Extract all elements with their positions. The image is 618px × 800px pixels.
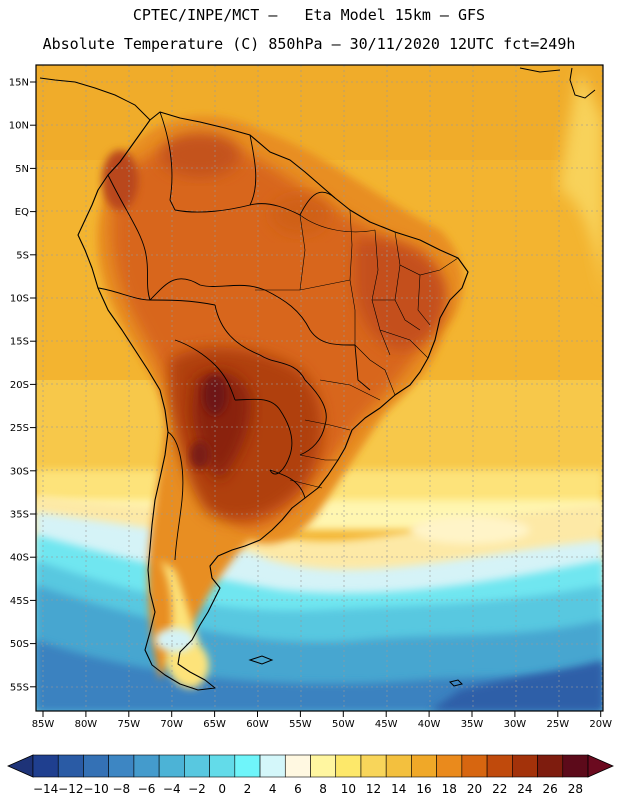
lon-label: 35W (461, 719, 484, 730)
colorbar-swatch (360, 754, 387, 778)
temperature-field (36, 65, 603, 711)
lon-label: 25W (546, 719, 569, 730)
lat-label: 10S (10, 294, 29, 305)
lat-label: 10N (9, 121, 29, 132)
lon-label: 60W (246, 719, 269, 730)
colorbar-swatch (411, 754, 437, 778)
colorbar-swatch (57, 754, 84, 778)
colorbar-label: −8 (112, 782, 130, 796)
colorbar: −14 −12 −10 −8 −6 −4 −2 0 2 4 6 8 10 12 14 16 18 20 22 24 26… (7, 754, 614, 796)
colorbar-swatch (385, 754, 412, 778)
longitude-axis: 85W 80W 75W 70W 65W 60W 55W 50W 45W 40W 35W 30W 25W 2… (32, 711, 612, 730)
colorbar-swatch (486, 754, 513, 778)
colorbar-label: 8 (319, 782, 327, 796)
colorbar-label: 26 (543, 782, 558, 796)
colorbar-swatch (209, 754, 236, 778)
colorbar-swatch (537, 754, 564, 778)
lat-label: 20S (10, 380, 29, 391)
colorbar-label: 24 (517, 782, 532, 796)
lat-label: 25S (10, 423, 29, 434)
lon-label: 30W (504, 719, 527, 730)
lat-label: 55S (10, 682, 29, 693)
colorbar-swatch (562, 754, 589, 778)
lat-label: 30S (10, 466, 29, 477)
colorbar-label: 28 (568, 782, 583, 796)
lat-label: 35S (10, 510, 29, 521)
colorbar-over-arrow (587, 754, 614, 778)
lat-label: 50S (10, 639, 29, 650)
colorbar-swatch (158, 754, 185, 778)
lat-label: 15S (10, 337, 29, 348)
colorbar-swatch (461, 754, 488, 778)
colorbar-label: −10 (83, 782, 108, 796)
colorbar-swatch (259, 754, 286, 778)
colorbar-swatch (310, 754, 337, 778)
colorbar-label: −12 (58, 782, 83, 796)
lat-label: 5N (15, 164, 29, 175)
lat-label: 5S (16, 250, 29, 261)
colorbar-label: 6 (294, 782, 302, 796)
lon-label: 55W (289, 719, 312, 730)
colorbar-swatch (234, 754, 261, 778)
colorbar-swatch (436, 754, 463, 778)
lon-label: 80W (75, 719, 98, 730)
colorbar-label: 16 (416, 782, 431, 796)
coastline (77, 111, 469, 691)
colorbar-swatch (284, 754, 311, 778)
lon-label: 75W (117, 719, 140, 730)
colorbar-swatch (83, 754, 109, 778)
colorbar-label: 10 (341, 782, 356, 796)
colorbar-label: −6 (138, 782, 156, 796)
lat-label: 40S (10, 553, 29, 564)
lat-label: 45S (10, 596, 29, 607)
colorbar-label: 0 (218, 782, 226, 796)
colorbar-label: 14 (391, 782, 406, 796)
lat-label: EQ (15, 207, 29, 218)
colorbar-label: −14 (33, 782, 58, 796)
colorbar-swatch (335, 754, 362, 778)
map-frame (35, 64, 604, 712)
colorbar-label: −2 (188, 782, 206, 796)
colorbar-label: 4 (269, 782, 277, 796)
colorbar-label: 20 (467, 782, 482, 796)
colorbar-swatch (108, 754, 135, 778)
colorbar-label: 18 (442, 782, 457, 796)
lon-label: 85W (32, 719, 55, 730)
colorbar-swatch (512, 754, 538, 778)
latitude-axis: 15N 10N 5N EQ 5S 10S 15S 20S 25S 30S 35S 40S 45S 50S 5… (9, 78, 36, 693)
lon-label: 70W (160, 719, 183, 730)
colorbar-label: 12 (366, 782, 381, 796)
lon-label: 50W (332, 719, 355, 730)
colorbar-swatch (32, 754, 59, 778)
lon-label: 45W (375, 719, 398, 730)
title-line-2: Absolute Temperature (C) 850hPa – 30/11/… (42, 35, 576, 53)
colorbar-under-arrow (7, 754, 34, 778)
title-line-1: CPTEC/INPE/MCT – Eta Model 15km – GFS (132, 6, 486, 24)
colorbar-label: −4 (163, 782, 181, 796)
lat-label: 15N (9, 78, 29, 89)
lon-label: 20W (589, 719, 612, 730)
lon-label: 65W (203, 719, 226, 730)
colorbar-label: 2 (244, 782, 252, 796)
lon-label: 40W (418, 719, 441, 730)
colorbar-swatch (184, 754, 210, 778)
colorbar-label: 22 (492, 782, 507, 796)
colorbar-swatch (133, 754, 160, 778)
